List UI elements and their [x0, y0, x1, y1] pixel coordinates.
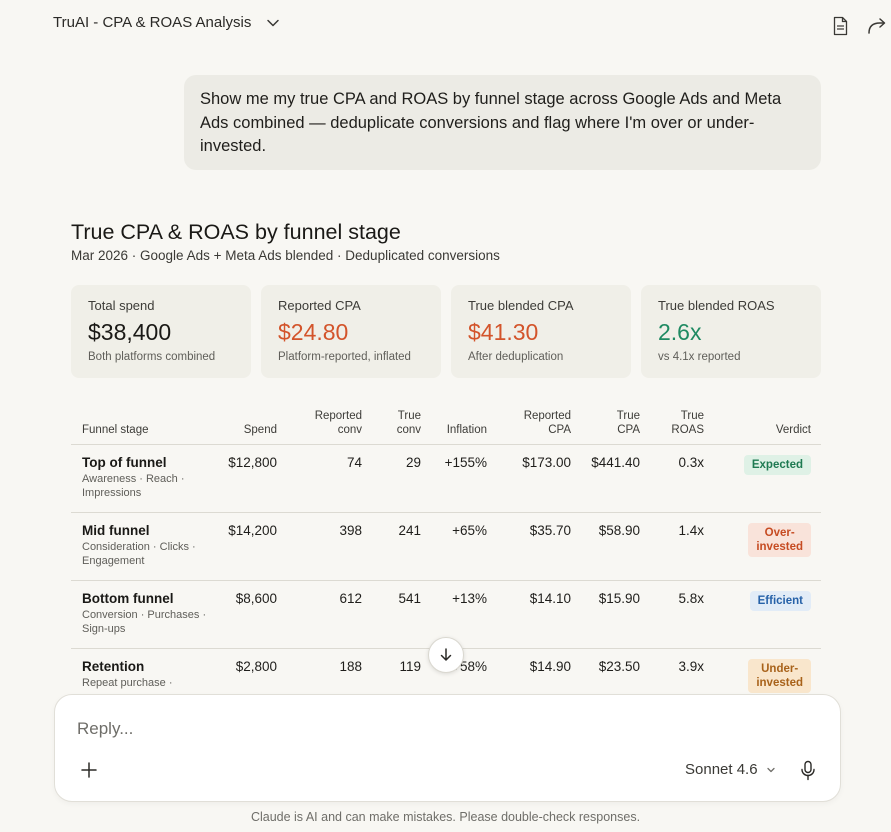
kpi-value: $24.80	[278, 319, 349, 345]
table-row: Top of funnel Awareness · Reach · Impres…	[71, 444, 821, 513]
header-verdict: Verdict	[704, 404, 821, 445]
cell-true-conv: 29	[362, 444, 421, 513]
chevron-down-icon	[767, 767, 775, 773]
chevron-down-icon[interactable]	[265, 15, 281, 31]
cell-verdict: Over-invested	[704, 512, 821, 581]
table-header-row: Funnel stage Spend Reported conv True conv…	[71, 404, 821, 445]
cell-spend: $12,800	[211, 444, 277, 513]
cell-stage: Mid funnel Consideration · Clicks · Enga…	[71, 512, 211, 581]
kpi-value: 2.6x	[658, 319, 702, 345]
reply-input[interactable]	[77, 719, 677, 739]
header-true-conv: True conv	[362, 404, 421, 445]
header-spend: Spend	[211, 404, 277, 445]
stage-name: Top of funnel	[82, 454, 167, 470]
kpi-label: True blended ROAS	[658, 298, 775, 313]
cell-true-cpa: $15.90	[571, 580, 640, 649]
artifact-title: True CPA & ROAS by funnel stage	[71, 220, 401, 244]
cell-true-roas: 1.4x	[640, 512, 704, 581]
conversation-title[interactable]: TruAI - CPA & ROAS Analysis	[53, 14, 252, 31]
cell-reported-cpa: $173.00	[487, 444, 571, 513]
artifact-subtitle: Mar 2026 · Google Ads + Meta Ads blended…	[71, 248, 500, 263]
share-arrow-icon[interactable]	[866, 16, 888, 36]
stage-name: Bottom funnel	[82, 590, 174, 606]
kpi-label: True blended CPA	[468, 298, 574, 313]
stage-description: Awareness · Reach · Impressions	[82, 472, 185, 499]
kpi-note: After deduplication	[468, 351, 564, 363]
arrow-down-icon	[440, 648, 452, 661]
kpi-card-reported-cpa: Reported CPA $24.80 Platform-reported, i…	[261, 285, 441, 378]
top-bar: TruAI - CPA & ROAS Analysis	[0, 0, 891, 48]
stage-description: Conversion · Purchases · Sign-ups	[82, 608, 207, 635]
user-message-bubble: Show me my true CPA and ROAS by funnel s…	[184, 75, 821, 170]
microphone-icon[interactable]	[800, 760, 816, 781]
cell-inflation: +13%	[421, 580, 487, 649]
verdict-badge: Expected	[743, 454, 811, 475]
header-inflation: Inflation	[421, 404, 487, 445]
cell-true-conv: 541	[362, 580, 421, 649]
cell-reported-conv: 398	[277, 512, 362, 581]
kpi-card-true-blended-roas: True blended ROAS 2.6x vs 4.1x reported	[641, 285, 821, 378]
header-funnel-stage: Funnel stage	[71, 404, 211, 445]
header-reported-cpa: Reported CPA	[487, 404, 571, 445]
cell-verdict: Expected	[704, 444, 821, 513]
cell-inflation: +65%	[421, 512, 487, 581]
cell-true-conv: 241	[362, 512, 421, 581]
kpi-card-total-spend: Total spend $38,400 Both platforms combi…	[71, 285, 251, 378]
cell-spend: $8,600	[211, 580, 277, 649]
ai-disclaimer: Claude is AI and can make mistakes. Plea…	[250, 810, 641, 824]
stage-name: Mid funnel	[82, 522, 150, 538]
kpi-note: Platform-reported, inflated	[278, 351, 411, 363]
cell-stage: Top of funnel Awareness · Reach · Impres…	[71, 444, 211, 513]
stage-name: Retention	[82, 658, 145, 674]
cell-true-roas: 5.8x	[640, 580, 704, 649]
cell-stage: Bottom funnel Conversion · Purchases · S…	[71, 580, 211, 649]
plus-icon[interactable]	[80, 761, 98, 779]
cell-true-cpa: $441.40	[571, 444, 640, 513]
header-true-roas: True ROAS	[640, 404, 704, 445]
header-reported-conv: Reported conv	[277, 404, 362, 445]
verdict-badge: Efficient	[749, 590, 811, 611]
cell-reported-cpa: $35.70	[487, 512, 571, 581]
cell-reported-conv: 74	[277, 444, 362, 513]
reply-composer: Sonnet 4.6	[54, 694, 841, 802]
cell-inflation: +155%	[421, 444, 487, 513]
stage-description: Repeat purchase ·	[82, 676, 173, 689]
verdict-badge: Over-invested	[748, 522, 811, 557]
model-name: Sonnet 4.6	[685, 761, 758, 778]
header-true-cpa: True CPA	[571, 404, 640, 445]
cell-reported-cpa: $14.10	[487, 580, 571, 649]
kpi-card-true-blended-cpa: True blended CPA $41.30 After deduplicat…	[451, 285, 631, 378]
model-selector[interactable]: Sonnet 4.6	[685, 761, 776, 778]
kpi-note: Both platforms combined	[88, 351, 216, 363]
cell-reported-conv: 612	[277, 580, 362, 649]
stage-description: Consideration · Clicks · Engagement	[82, 540, 196, 567]
scroll-to-bottom-button[interactable]	[428, 637, 464, 673]
verdict-badge: Under-invested	[748, 658, 811, 693]
kpi-label: Total spend	[88, 298, 155, 313]
cell-true-roas: 0.3x	[640, 444, 704, 513]
kpi-note: vs 4.1x reported	[658, 351, 741, 363]
cell-true-cpa: $58.90	[571, 512, 640, 581]
cell-verdict: Efficient	[704, 580, 821, 649]
document-icon[interactable]	[832, 16, 849, 36]
cell-spend: $14,200	[211, 512, 277, 581]
table-row: Mid funnel Consideration · Clicks · Enga…	[71, 512, 821, 581]
table-row: Bottom funnel Conversion · Purchases · S…	[71, 580, 821, 649]
kpi-label: Reported CPA	[278, 298, 361, 313]
kpi-value: $41.30	[468, 319, 539, 345]
kpi-value: $38,400	[88, 319, 172, 345]
